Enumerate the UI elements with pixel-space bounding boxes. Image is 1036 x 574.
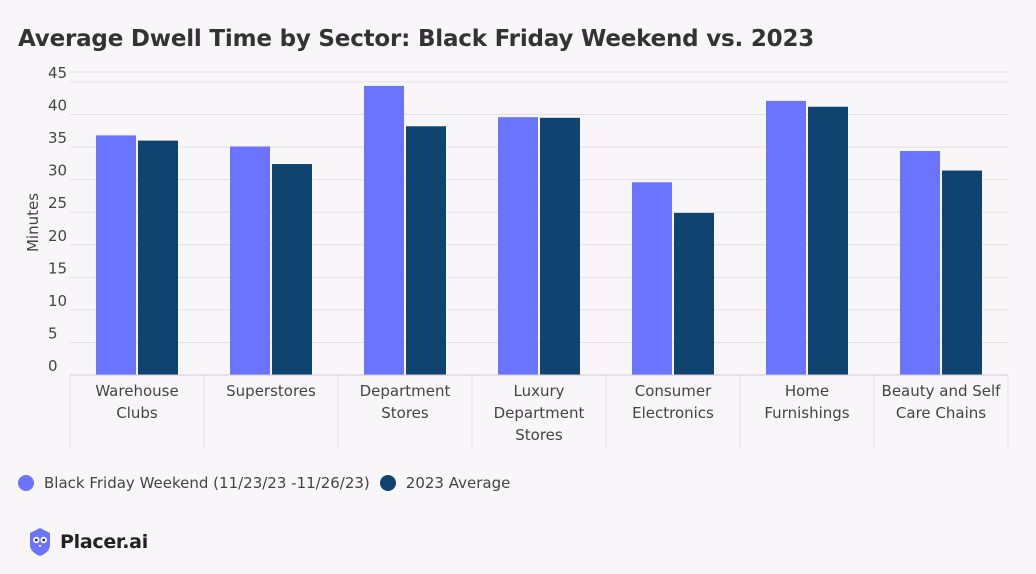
legend-item-black-friday: Black Friday Weekend (11/23/23 -11/26/23… <box>18 474 370 492</box>
bar-black-friday <box>230 146 270 375</box>
legend-label-2023-average: 2023 Average <box>405 474 511 492</box>
x-tick-label: Beauty and Self <box>882 382 1002 400</box>
x-tick-label: Electronics <box>632 404 714 422</box>
y-tick-label: 0 <box>48 357 58 375</box>
bar-2023-average <box>942 170 982 375</box>
y-tick-label: 30 <box>48 162 67 180</box>
x-tick-label: Clubs <box>116 404 158 422</box>
bar-black-friday <box>364 85 404 375</box>
x-tick-label: Furnishings <box>764 404 849 422</box>
bar-2023-average <box>540 117 580 376</box>
x-tick-label: Department <box>494 404 585 422</box>
legend-label-black-friday: Black Friday Weekend (11/23/23 -11/26/23… <box>44 474 370 492</box>
y-tick-label: 5 <box>48 324 58 342</box>
bar-2023-average <box>808 106 848 376</box>
x-tick-label: Warehouse <box>95 382 178 400</box>
x-tick-label: Consumer <box>635 382 712 400</box>
x-tick-label: Luxury <box>513 382 564 400</box>
logo-text: Placer.ai <box>60 531 148 553</box>
x-tick-label: Home <box>785 382 829 400</box>
x-tick-label: Stores <box>381 404 429 422</box>
chart-legend: Black Friday Weekend (11/23/23 -11/26/23… <box>18 474 520 492</box>
bar-black-friday <box>900 151 940 375</box>
y-tick-label: 40 <box>48 97 67 115</box>
bar-2023-average <box>406 126 446 375</box>
legend-item-2023-average: 2023 Average <box>379 474 511 492</box>
y-tick-label: 15 <box>48 259 67 277</box>
y-tick-label: 45 <box>48 64 67 82</box>
bar-chart: 0 5 10 15 20 25 30 35 40 45 Minutes Warehouse Clubs S… <box>24 64 1009 448</box>
bar-2023-average <box>674 212 714 375</box>
x-tick-label: Superstores <box>226 382 316 400</box>
bar-black-friday <box>96 135 136 375</box>
x-tick-label: Stores <box>515 426 563 444</box>
chart-title: Average Dwell Time by Sector: Black Frid… <box>18 26 815 52</box>
y-tick-label: 10 <box>48 292 67 310</box>
placer-owl-icon <box>30 528 50 556</box>
bar-black-friday <box>498 117 538 375</box>
y-tick-label: 20 <box>48 227 67 245</box>
legend-swatch-2023-average <box>379 475 396 491</box>
bar-2023-average <box>138 140 178 375</box>
bar-2023-average <box>272 164 312 375</box>
legend-swatch-black-friday <box>18 475 34 491</box>
y-tick-label: 35 <box>48 129 67 147</box>
bar-black-friday <box>766 100 806 375</box>
y-axis-label: Minutes <box>24 193 42 252</box>
x-tick-label: Department <box>360 382 451 400</box>
x-tick-label: Care Chains <box>896 404 986 422</box>
placer-logo: Placer.ai <box>28 527 148 557</box>
y-tick-label: 25 <box>48 194 67 212</box>
bar-black-friday <box>632 182 672 375</box>
